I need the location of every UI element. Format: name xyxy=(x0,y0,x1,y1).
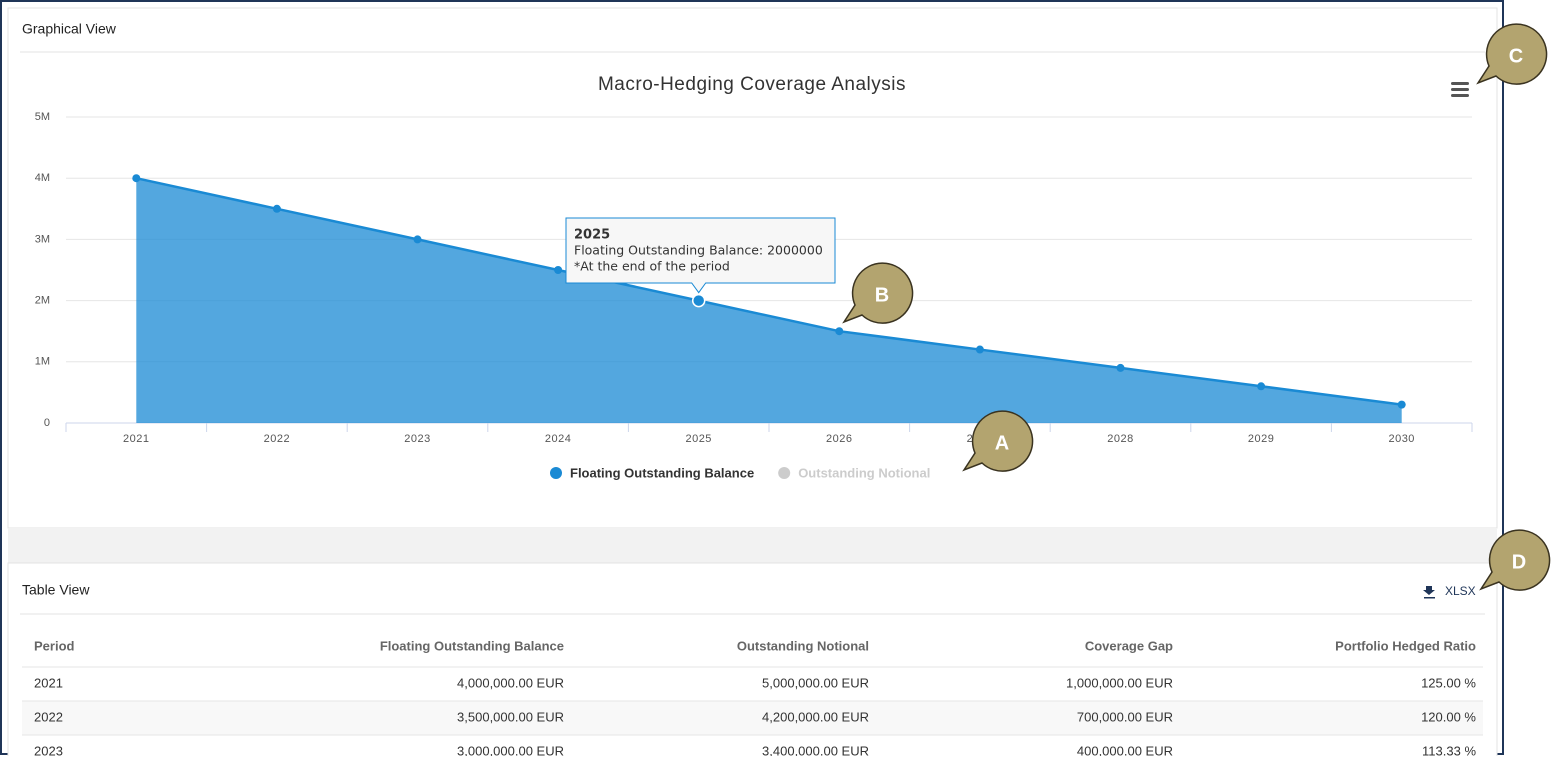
divider-band xyxy=(8,528,1497,563)
panel-title: Table View xyxy=(22,582,90,598)
plot: 01M2M3M4M5M20212022202320242025202620272… xyxy=(35,111,1473,480)
row-stripe xyxy=(22,701,1483,735)
x-tick-label: 2030 xyxy=(1388,433,1414,445)
cell: 3,400,000.00 EUR xyxy=(762,743,869,756)
column-header: Coverage Gap xyxy=(1085,638,1173,653)
cell: 2022 xyxy=(34,709,63,724)
tooltip-line: Floating Outstanding Balance: 2000000 xyxy=(574,243,823,258)
y-tick-label: 5M xyxy=(35,111,50,123)
cell: 125.00 % xyxy=(1421,675,1476,690)
point xyxy=(975,345,984,354)
x-tick-label: 2026 xyxy=(826,433,852,445)
callout-bubble xyxy=(842,262,914,324)
x-tick-label: 2029 xyxy=(1248,433,1274,445)
tooltip-title: 2025 xyxy=(574,228,610,243)
point xyxy=(554,266,563,274)
point xyxy=(1257,382,1266,391)
legend-label: Outstanding Notional xyxy=(798,465,930,480)
line xyxy=(136,176,1402,406)
cell: 1,000,000.00 EUR xyxy=(1066,675,1173,690)
callout-bubble xyxy=(1479,529,1551,591)
x-tick-label: 2022 xyxy=(264,433,290,445)
cell: 4,000,000.00 EUR xyxy=(457,675,564,690)
area xyxy=(136,178,1402,423)
y-tick-label: 0 xyxy=(44,417,50,429)
y-tick-label: 3M xyxy=(35,233,50,245)
menu-bar xyxy=(1451,94,1469,97)
column-header: Floating Outstanding Balance xyxy=(380,638,564,653)
callouts: A B C D xyxy=(842,23,1551,591)
legend-swatch xyxy=(778,467,791,479)
chart-title: Macro-Hedging Coverage Analysis xyxy=(598,74,906,95)
point xyxy=(835,327,844,336)
callout-bubble xyxy=(1476,23,1548,85)
x-tick-label: 2023 xyxy=(404,433,430,445)
download-icon xyxy=(1423,586,1435,599)
legend-swatch xyxy=(550,467,562,479)
menu-bar xyxy=(1451,88,1469,91)
callout-letter: B xyxy=(875,284,889,306)
callout: B xyxy=(842,262,914,324)
x-tick-label: 2028 xyxy=(1107,433,1133,445)
cell: 3,000,000.00 EUR xyxy=(457,743,564,756)
point xyxy=(691,293,706,308)
cell: 113.33 % xyxy=(1422,743,1476,756)
point xyxy=(132,174,141,183)
point xyxy=(1397,400,1406,409)
callout-bubble xyxy=(962,410,1034,472)
point xyxy=(1116,363,1125,372)
y-tick-label: 1M xyxy=(35,356,50,368)
panel-title: Graphical View xyxy=(22,21,117,37)
column-header: Outstanding Notional xyxy=(737,638,869,653)
tooltip-line: *At the end of the period xyxy=(574,259,730,274)
callout-letter: C xyxy=(1509,45,1523,67)
menu-bar xyxy=(1451,82,1469,85)
cell: 2023 xyxy=(34,743,63,756)
menu-button[interactable] xyxy=(1451,82,1469,97)
x-tick-label: 2024 xyxy=(545,433,571,445)
cell: 3,500,000.00 EUR xyxy=(457,709,564,724)
export-button[interactable]: XLSX xyxy=(1423,584,1476,599)
y-tick-label: 2M xyxy=(35,295,50,307)
x-tick-label: 2025 xyxy=(685,433,711,445)
callout-letter: A xyxy=(995,432,1009,454)
point xyxy=(272,204,281,213)
x-tick-label: 2021 xyxy=(123,433,149,445)
cell: 120.00 % xyxy=(1421,709,1476,724)
cell: 2021 xyxy=(34,675,63,690)
callout-letter: D xyxy=(1512,551,1526,573)
y-tick-label: 4M xyxy=(35,172,50,184)
cell: 4,200,000.00 EUR xyxy=(762,709,869,724)
column-header: Period xyxy=(34,638,75,653)
cell: 700,000.00 EUR xyxy=(1077,709,1173,724)
callout: C xyxy=(1476,23,1548,85)
table: Period Floating Outstanding Balance Outsta… xyxy=(22,638,1483,758)
tooltip-box xyxy=(565,217,836,294)
export-label: XLSX xyxy=(1445,584,1476,598)
column-header: Portfolio Hedged Ratio xyxy=(1335,638,1476,653)
cell: 5,000,000.00 EUR xyxy=(762,675,869,690)
callout: A xyxy=(962,410,1034,472)
cell: 400,000.00 EUR xyxy=(1077,743,1173,756)
legend-label: Floating Outstanding Balance xyxy=(570,465,754,480)
point xyxy=(413,235,422,244)
callout: D xyxy=(1479,529,1551,591)
